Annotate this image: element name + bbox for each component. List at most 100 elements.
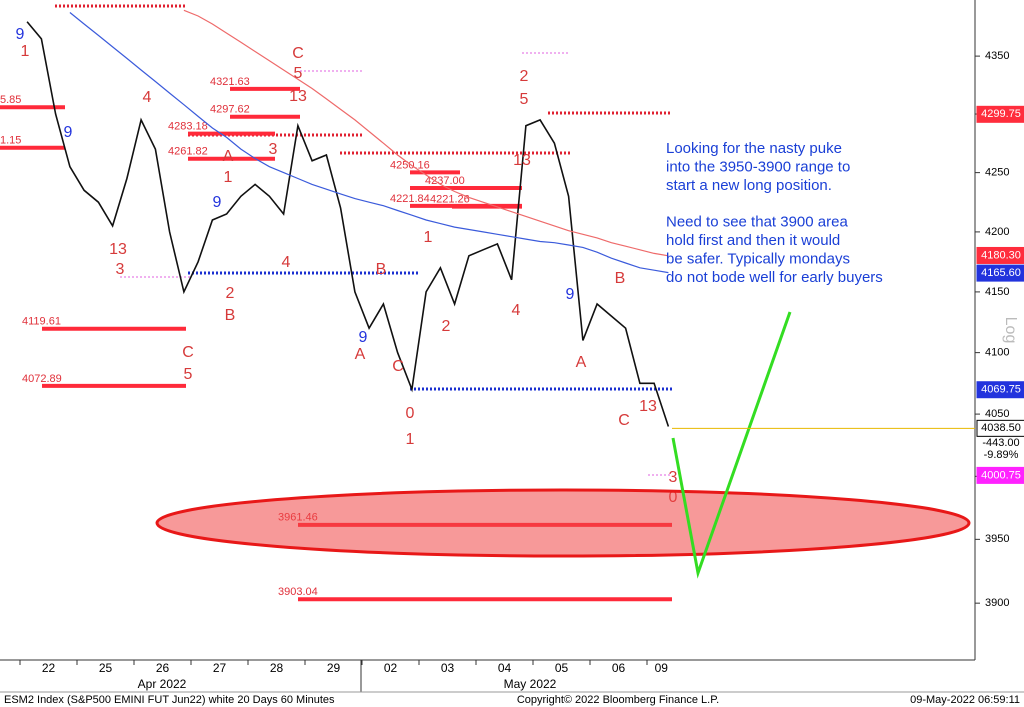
level-label: 5.85 [0,94,21,106]
annotation: 5 [294,65,303,82]
price-tag [976,381,1024,399]
price-tag [976,105,1024,123]
price-tag-label: 4000.75 [981,469,1021,481]
annotation: 9 [64,124,73,141]
y-axis-label: Log [1002,317,1019,344]
annotation: 4 [282,254,291,271]
x-tick-label: 25 [99,661,113,675]
y-tick-label: 4350 [985,50,1009,62]
price-tag-label: 4299.75 [981,108,1021,120]
price-tag-label: 4180.30 [981,249,1021,261]
x-tick-label: 02 [384,661,398,675]
commentary-line: into the 3950-3900 range to [666,158,850,175]
annotation: C [618,412,630,429]
level-label: 4297.62 [210,104,250,116]
annotation: C [292,45,304,62]
y-tick-label: 3900 [985,597,1009,609]
annotation: 13 [513,152,531,169]
level-label: 4221.26 [430,194,470,206]
annotation: 3 [669,469,678,486]
series-line [26,21,670,427]
level-label: 4072.89 [22,373,62,385]
month-label: Apr 2022 [138,677,187,691]
annotation: 1 [406,431,415,448]
level-label: 4321.63 [210,76,250,88]
series-line [183,9,669,257]
x-tick-label: 29 [327,661,341,675]
change-label: -9.89% [984,449,1019,461]
footer-timestamp: 09-May-2022 06:59:11 [910,694,1020,706]
level-label: 4237.00 [425,175,465,187]
y-tick-label: 4150 [985,286,1009,298]
annotation: A [355,346,366,363]
price-tag-label: 4069.75 [981,384,1021,396]
annotation: 3 [116,261,125,278]
x-tick-label: 27 [213,661,227,675]
annotation: 2 [442,318,451,335]
annotation: B [615,270,626,287]
price-tag [976,466,1024,484]
level-label: 4283.18 [168,121,208,133]
annotation: 3 [269,141,278,158]
level-label: 4261.82 [168,146,208,158]
level-label: 4221.84 [390,193,430,205]
level-label: 4250.16 [390,159,430,171]
annotation: 2 [226,285,235,302]
annotation: 9 [16,26,25,43]
annotation: C [182,344,194,361]
commentary-line: do not bode well for early buyers [666,269,883,286]
x-tick-label: 04 [498,661,512,675]
y-tick-label: 3950 [985,533,1009,545]
commentary-line: hold first and then it would [666,232,840,249]
annotation: 0 [406,405,415,422]
annotation: 9 [566,286,575,303]
x-tick-label: 06 [612,661,626,675]
price-tag [976,419,1024,437]
annotation: 13 [289,88,307,105]
change-label: -443.00 [982,437,1019,449]
series-line [69,12,669,274]
annotation: A [223,148,234,165]
annotation: 9 [359,329,368,346]
price-tag-label: 4165.60 [981,267,1021,279]
commentary-line: Need to see that 3900 area [666,213,848,230]
annotation: 1 [424,229,433,246]
annotation: C [392,358,404,375]
level-label: 1.15 [0,135,21,147]
projection-arrow [671,311,792,579]
commentary-line: be safer. Typically mondays [666,250,850,267]
x-tick-label: 05 [555,661,569,675]
commentary-line: start a new long position. [666,177,832,194]
y-tick-label: 4250 [985,167,1009,179]
month-label: May 2022 [504,677,557,691]
annotation: 13 [109,241,127,258]
annotation: 13 [639,398,657,415]
annotation: B [376,261,387,278]
y-tick-label: 4200 [985,226,1009,238]
commentary-line: Looking for the nasty puke [666,140,842,157]
price-tag-label: 4038.50 [981,422,1021,434]
y-tick-label: 4050 [985,408,1009,420]
annotation: 9 [213,194,222,211]
annotation: 4 [512,302,521,319]
x-tick-label: 26 [156,661,170,675]
footer-security: ESM2 Index (S&P500 EMINI FUT Jun22) whit… [4,694,335,706]
level-label: 3903.04 [278,586,318,598]
x-tick-label: 09 [655,661,669,675]
target-zone [155,488,971,558]
annotation: 5 [520,91,529,108]
annotation: 4 [143,89,152,106]
price-tag [976,246,1024,264]
x-tick-label: 03 [441,661,455,675]
annotation: A [576,354,587,371]
y-tick-label: 4100 [985,347,1009,359]
level-label: 4119.61 [22,316,61,328]
price-tag [976,264,1024,282]
x-tick-label: 22 [42,661,56,675]
footer-copyright: Copyright© 2022 Bloomberg Finance L.P. [517,694,719,706]
annotation: 1 [224,169,233,186]
annotation: 2 [520,68,529,85]
annotation: 1 [21,43,30,60]
